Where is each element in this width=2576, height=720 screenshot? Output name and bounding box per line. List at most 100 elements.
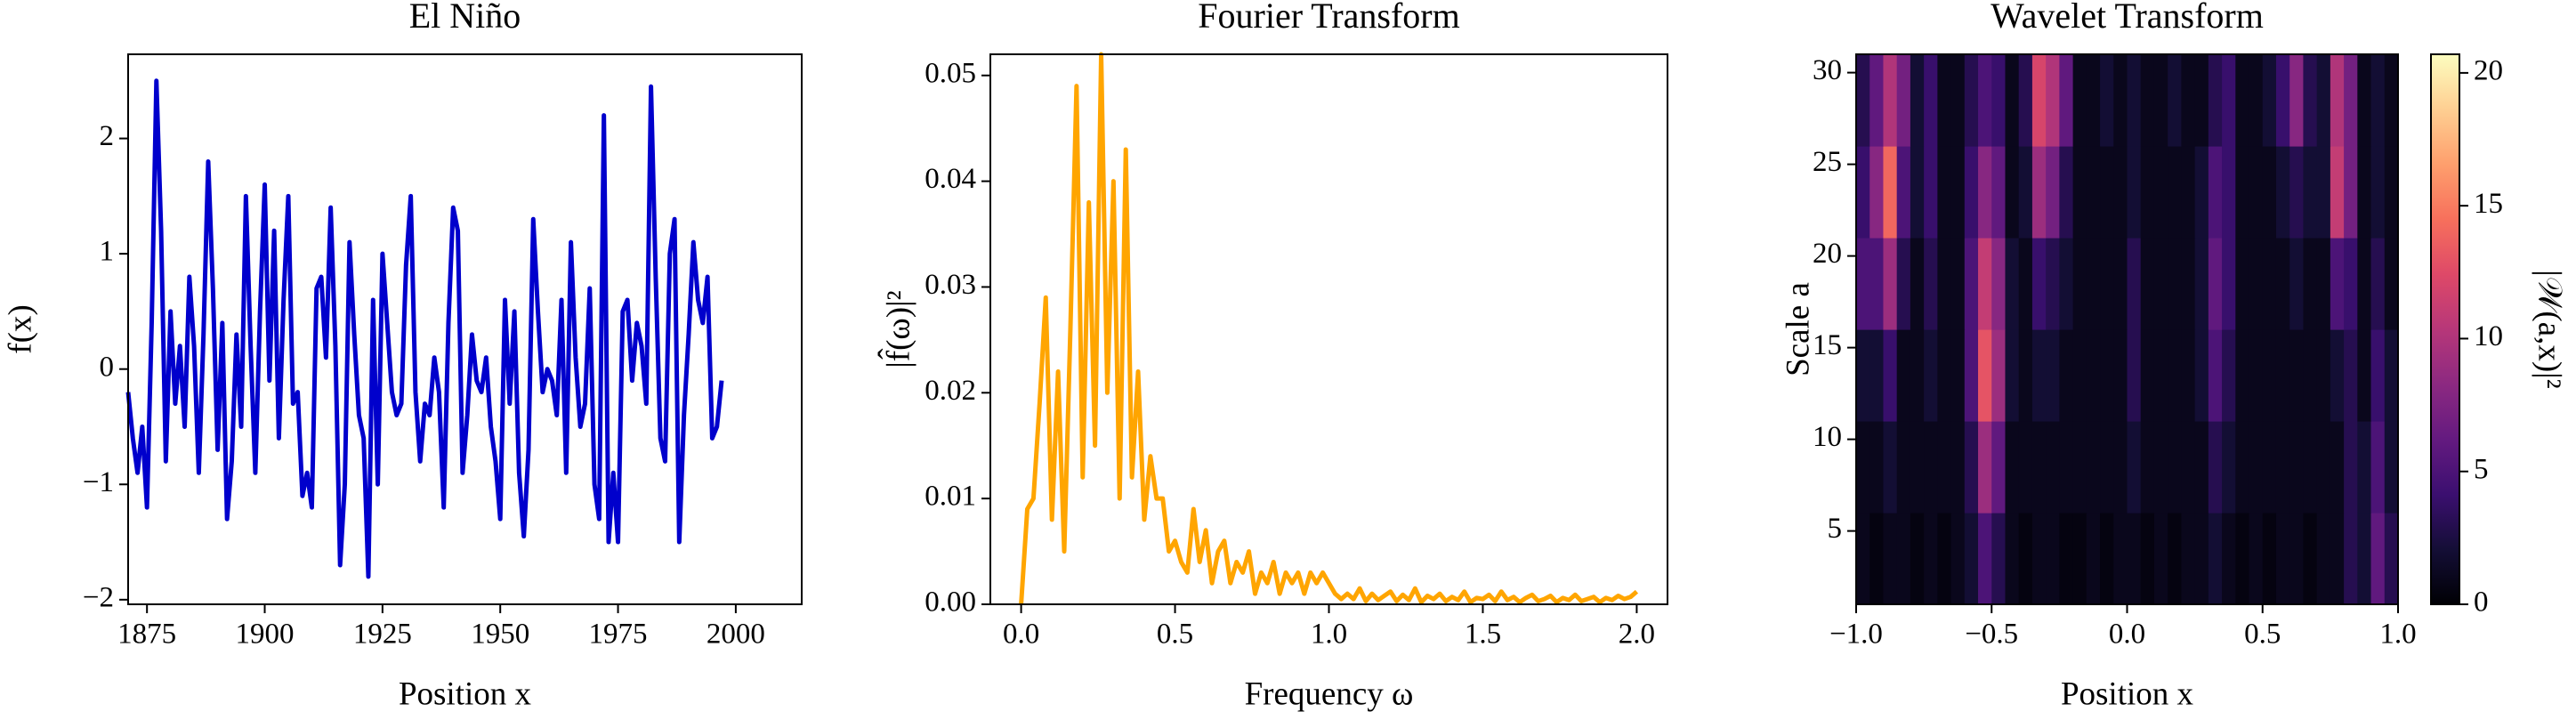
heat-cell [2153, 238, 2168, 330]
heat-cell [2303, 238, 2318, 330]
heat-cell [1883, 146, 1898, 239]
heat-cell [2059, 238, 2074, 330]
heat-cell [2344, 146, 2358, 239]
heat-cell [2262, 329, 2277, 422]
heat-cell [2140, 238, 2155, 330]
heat-cell [2072, 54, 2087, 147]
heat-cell [1950, 54, 1966, 147]
heat-cell [2140, 146, 2155, 239]
heat-cell [2018, 146, 2033, 239]
heat-cell [1937, 421, 1952, 514]
heat-cell [2127, 146, 2142, 239]
x-tick-label: 1950 [471, 619, 529, 651]
heat-cell [1964, 421, 1979, 514]
heat-cell [2018, 238, 2033, 330]
heat-cell [1950, 146, 1966, 239]
heat-cell [1883, 513, 1898, 605]
heat-cell [2127, 513, 2142, 605]
heat-cell [1896, 513, 1911, 605]
heat-cell [2181, 513, 2196, 605]
colorbar-tick-label: 0 [2474, 587, 2489, 619]
heat-cell [2249, 513, 2264, 605]
x-tick-label: 2000 [707, 619, 765, 651]
y-tick-label: 1 [100, 236, 115, 268]
heat-cell [2005, 513, 2020, 605]
heat-cell [2046, 146, 2060, 239]
heat-cell [2370, 54, 2386, 147]
heat-cell [2370, 513, 2386, 605]
heat-cell [2289, 421, 2305, 514]
heat-cell [2357, 329, 2372, 422]
x-tick-label: −1.0 [1829, 619, 1883, 651]
heat-cell [2100, 54, 2114, 147]
heat-cell [1883, 421, 1898, 514]
heat-cell [2086, 54, 2101, 147]
heat-cell [1856, 329, 1870, 422]
heat-cell [2153, 513, 2168, 605]
heat-cell [2303, 329, 2318, 422]
heat-cell [1924, 238, 1938, 330]
heat-cell [2235, 513, 2250, 605]
heat-cell [2100, 146, 2114, 239]
heat-cell [2249, 329, 2264, 422]
heat-cell [2275, 238, 2290, 330]
heat-cell [1924, 54, 1938, 147]
heat-cell [1937, 513, 1952, 605]
heat-cell [1910, 513, 1925, 605]
heat-cell [2384, 146, 2399, 239]
heat-cell [2370, 329, 2386, 422]
x-tick-label: 1.5 [1465, 619, 1501, 651]
heat-cell [1950, 513, 1966, 605]
heat-cell [2018, 421, 2033, 514]
heat-cell [1991, 238, 2007, 330]
heat-cell [2127, 54, 2142, 147]
heat-cell [1896, 421, 1911, 514]
heat-cell [2330, 513, 2345, 605]
heat-cell [1991, 146, 2007, 239]
heat-cell [2140, 329, 2155, 422]
heat-cell [2303, 146, 2318, 239]
heat-cell [2316, 513, 2331, 605]
heat-cell [2275, 513, 2290, 605]
heat-cell [2140, 54, 2155, 147]
heat-cell [2059, 329, 2074, 422]
y-tick-label: 15 [1813, 329, 1842, 361]
colorbar-tick-label: 15 [2474, 188, 2503, 220]
heat-cell [2289, 513, 2305, 605]
x-tick-label: 0.0 [2109, 619, 2145, 651]
heat-cell [2046, 54, 2060, 147]
heat-cell [2208, 54, 2223, 147]
heat-cell [1869, 421, 1885, 514]
heat-cell [2275, 54, 2290, 147]
heat-cell [2275, 421, 2290, 514]
heat-cell [2235, 421, 2250, 514]
x-tick-label: 0.0 [1003, 619, 1039, 651]
heat-cell [1856, 238, 1870, 330]
heat-cell [2086, 146, 2101, 239]
x-axis-label: Position x [2061, 676, 2194, 712]
heat-cell [2235, 146, 2250, 239]
heat-cell [2330, 146, 2345, 239]
heat-cell [2072, 238, 2087, 330]
heat-cell [2303, 54, 2318, 147]
heat-cell [1896, 329, 1911, 422]
heat-cell [2330, 238, 2345, 330]
heat-cell [2031, 54, 2047, 147]
x-tick-label: 0.5 [1157, 619, 1193, 651]
heat-cell [2235, 329, 2250, 422]
y-tick-label: 0 [100, 351, 115, 383]
heat-cell [2100, 513, 2114, 605]
heat-cell [2249, 421, 2264, 514]
heat-cell [2031, 329, 2047, 422]
colorbar-tick-label: 20 [2474, 54, 2503, 86]
x-tick-label: 1.0 [2379, 619, 2416, 651]
heat-cell [2113, 513, 2128, 605]
heat-cell [2262, 421, 2277, 514]
heat-cell [2031, 146, 2047, 239]
heat-cell [1964, 329, 1979, 422]
heat-cell [2344, 329, 2358, 422]
heat-cell [1937, 146, 1952, 239]
chart-title: El Niño [409, 0, 521, 36]
heat-cell [2194, 329, 2209, 422]
